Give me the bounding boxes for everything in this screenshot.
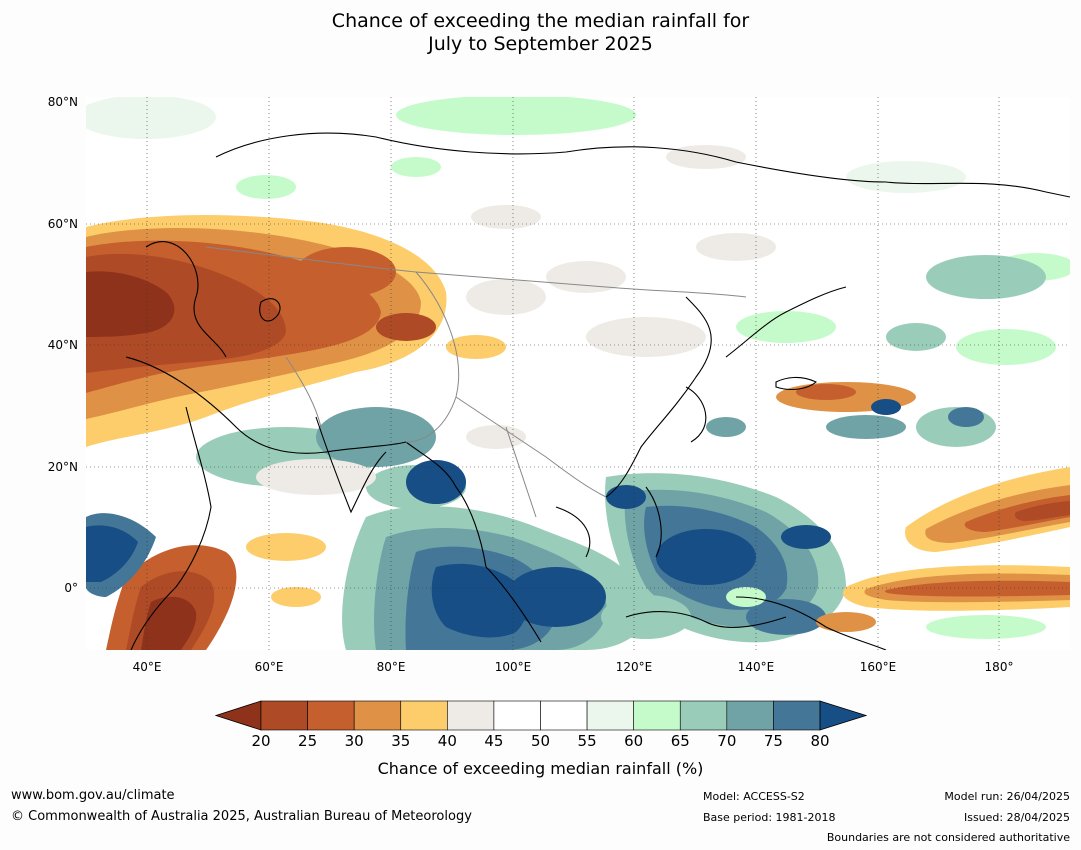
lon-label-180: 180°: [984, 660, 1014, 674]
colorbar-segment: [353, 700, 402, 731]
lon-label-140e: 140°E: [737, 660, 775, 674]
colorbar-segment: [540, 700, 588, 731]
lat-label-20n: 20°N: [47, 460, 78, 474]
lat-label-0: 0°: [64, 581, 78, 595]
colorbar-high-extend: [819, 700, 867, 731]
website-text: www.bom.gov.au/climate: [11, 788, 175, 803]
colorbar-segment: [679, 700, 728, 731]
colorbar-tick-label: 65: [670, 732, 690, 750]
lat-label-40n: 40°N: [47, 338, 78, 352]
disclaimer-text: Boundaries are not considered authoritat…: [826, 831, 1070, 844]
colorbar-tick-label: 75: [763, 732, 783, 750]
rainfall-map: [86, 97, 1070, 650]
colorbar-tick-label: 45: [484, 732, 504, 750]
model-run-text: Model run: 26/04/2025: [944, 790, 1070, 803]
colorbar-tick-label: 35: [391, 732, 411, 750]
lon-label-120e: 120°E: [615, 660, 653, 674]
lon-label-160e: 160°E: [859, 660, 897, 674]
colorbar-tick-label: 55: [577, 732, 597, 750]
colorbar-tick-label: 40: [437, 732, 457, 750]
lat-label-80n: 80°N: [47, 95, 78, 109]
colorbar-tick-label: 70: [717, 732, 737, 750]
central-asia-dry-region: [86, 215, 546, 447]
coastlines: [125, 132, 1070, 650]
colorbar-segment: [447, 700, 495, 731]
map-canvas: [86, 97, 1070, 650]
map-title: Chance of exceeding the median rainfall …: [0, 10, 1081, 56]
colorbar-tick-label: 50: [530, 732, 551, 750]
colorbar-segment: [307, 700, 355, 731]
lon-label-80e: 80°E: [376, 660, 406, 674]
colorbar-tick-label: 30: [344, 732, 364, 750]
gridlines: [86, 97, 1070, 650]
colorbar-segment: [633, 700, 681, 731]
issued-text: Issued: 28/04/2025: [963, 811, 1070, 824]
central-pacific-dry-bands: [816, 467, 1070, 639]
colorbar-title: Chance of exceeding median rainfall (%): [377, 759, 704, 778]
lon-label-60e: 60°E: [254, 660, 284, 674]
model-text: Model: ACCESS-S2: [703, 790, 805, 803]
lon-label-40e: 40°E: [132, 660, 162, 674]
colorbar-segment: [260, 700, 308, 731]
colorbar-segment: [493, 700, 541, 731]
lat-label-60n: 60°N: [47, 217, 78, 231]
colorbar-segment: [586, 700, 634, 731]
west-pacific-mixed-region: [706, 255, 1056, 447]
colorbar-tick-label: 25: [298, 732, 318, 750]
southeast-asia-wet-region: [342, 460, 846, 650]
copyright-text: © Commonwealth of Australia 2025, Austra…: [11, 809, 472, 824]
colorbar-low-extend: [215, 700, 262, 731]
colorbar-tick-label: 60: [624, 732, 644, 750]
near-median-patches: [256, 205, 776, 495]
country-boundaries: [205, 246, 747, 518]
colorbar-segment: [773, 700, 821, 731]
title-line-2: July to September 2025: [428, 33, 653, 55]
lon-label-100e: 100°E: [494, 660, 532, 674]
colorbar-tick-label: 80: [810, 732, 830, 750]
colorbar-segment: [726, 700, 774, 731]
colorbar-tick-label: 20: [251, 732, 271, 750]
title-line-1: Chance of exceeding the median rainfall …: [331, 10, 750, 32]
base-period-text: Base period: 1981-2018: [703, 811, 836, 824]
colorbar: [215, 700, 867, 731]
colorbar-segment: [400, 700, 448, 731]
colorbar-segments: [215, 700, 867, 731]
